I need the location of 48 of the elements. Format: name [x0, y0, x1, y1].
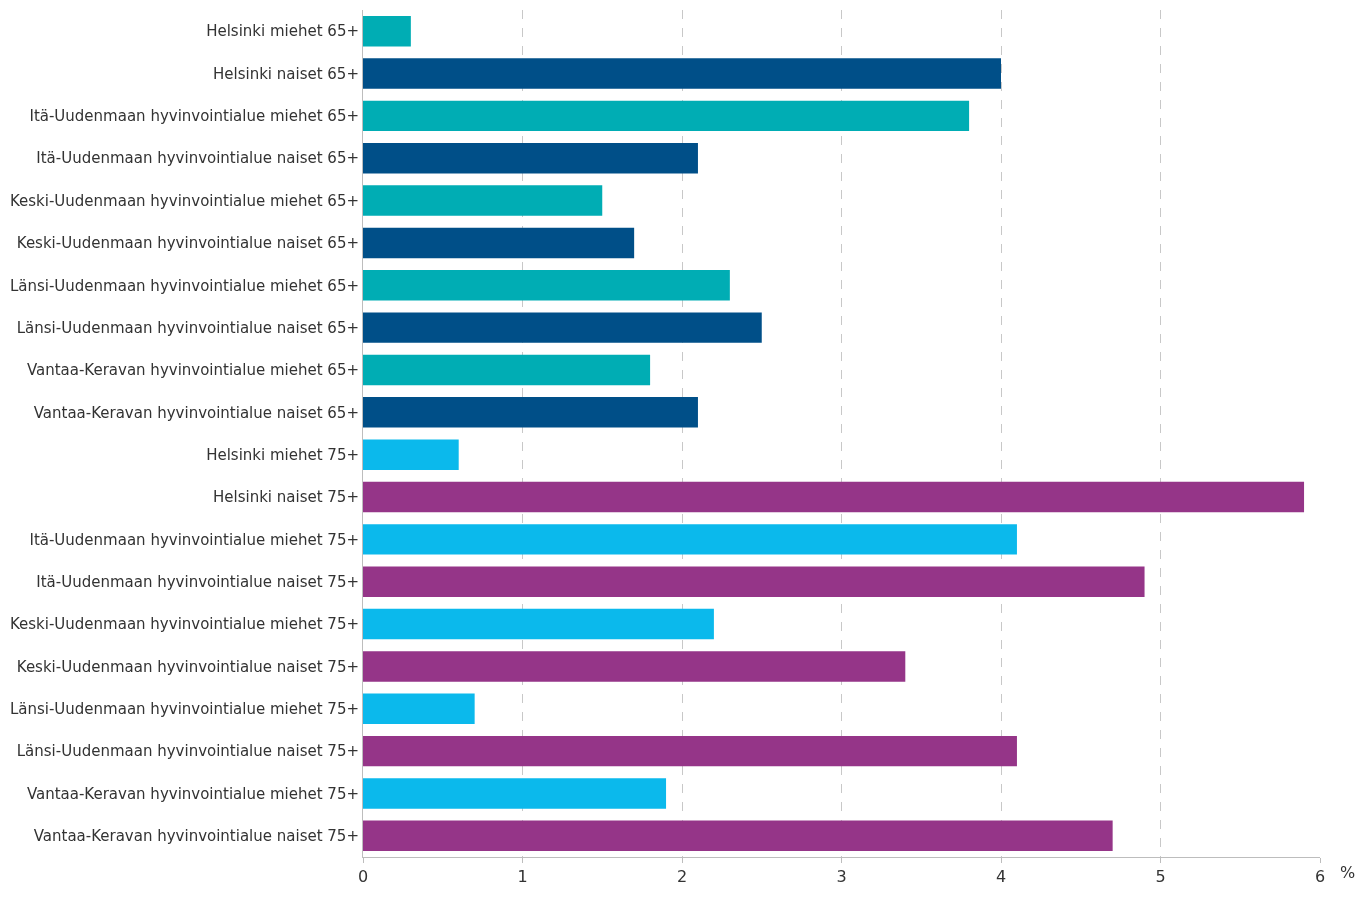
bar [363, 693, 475, 725]
bar [363, 354, 651, 386]
bar [363, 185, 603, 216]
y-tick-label: Itä-Uudenmaan hyvinvointialue miehet 75+ [29, 530, 359, 549]
x-tick-label: 0 [357, 867, 369, 887]
y-tick-label: Länsi-Uudenmaan hyvinvointialue miehet 75+ [9, 700, 359, 719]
bar [363, 651, 906, 682]
y-tick-label: Helsinki naiset 65+ [212, 64, 359, 83]
x-tick-label: 2 [676, 867, 688, 887]
bar [363, 481, 1305, 513]
y-tick-label: Vantaa-Keravan hyvinvointialue naiset 75+ [33, 827, 359, 846]
y-tick-label: Keski-Uudenmaan hyvinvointialue naiset 65+ [16, 234, 359, 253]
bar [363, 735, 1017, 767]
y-tick-label: Länsi-Uudenmaan hyvinvointialue naiset 75+ [16, 742, 359, 761]
bar [363, 439, 459, 470]
bar [363, 820, 1113, 852]
bar [363, 58, 1001, 89]
y-tick-label: Keski-Uudenmaan hyvinvointialue naiset 75+ [16, 657, 359, 676]
x-tick-label: 5 [1155, 867, 1166, 887]
y-tick-label: Länsi-Uudenmaan hyvinvointialue miehet 65+ [9, 276, 359, 295]
x-tick-label: 4 [995, 867, 1007, 887]
y-tick-label: Vantaa-Keravan hyvinvointialue miehet 75+ [26, 784, 359, 803]
bar [363, 312, 762, 343]
bar [363, 227, 635, 259]
bar [363, 778, 667, 809]
bar [363, 270, 730, 301]
y-tick-label: Helsinki miehet 65+ [206, 22, 359, 41]
bar [363, 15, 411, 47]
y-tick-label: Helsinki miehet 75+ [206, 445, 359, 464]
y-tick-label: Itä-Uudenmaan hyvinvointialue miehet 65+ [29, 107, 359, 126]
bar [363, 524, 1017, 555]
y-tick-label: Helsinki naiset 75+ [212, 488, 359, 507]
bar [363, 142, 698, 174]
x-tick-label: 1 [517, 867, 528, 887]
y-tick-label: Länsi-Uudenmaan hyvinvointialue naiset 65+ [16, 318, 359, 337]
x-axis-title: % [1340, 863, 1356, 882]
y-tick-label: Keski-Uudenmaan hyvinvointialue miehet 75+ [9, 615, 359, 634]
y-tick-label: Keski-Uudenmaan hyvinvointialue miehet 65+ [9, 191, 359, 210]
bar [363, 397, 698, 428]
y-tick-label: Itä-Uudenmaan hyvinvointialue naiset 65+ [36, 149, 359, 168]
x-tick-label: 3 [836, 867, 847, 887]
bar [363, 608, 714, 640]
y-tick-label: Vantaa-Keravan hyvinvointialue naiset 65+ [33, 403, 359, 422]
y-tick-label: Itä-Uudenmaan hyvinvointialue naiset 75+ [36, 572, 359, 591]
bar [363, 100, 970, 132]
y-tick-label: Vantaa-Keravan hyvinvointialue miehet 65+ [26, 361, 359, 380]
x-tick-label: 6 [1314, 867, 1326, 887]
bar [363, 566, 1145, 597]
